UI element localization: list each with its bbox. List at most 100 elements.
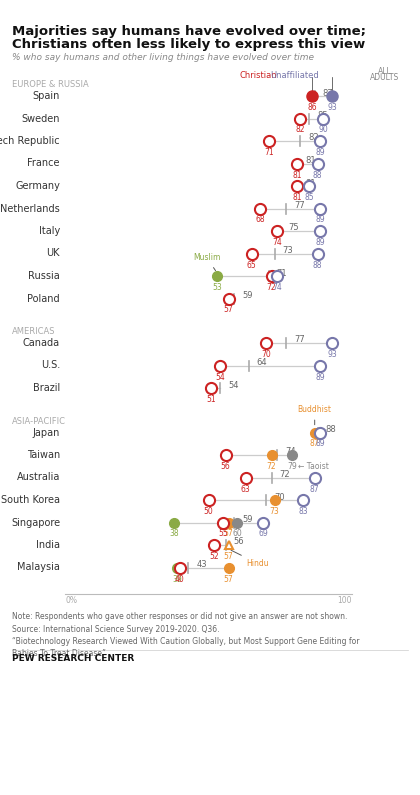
Text: France: France bbox=[27, 158, 60, 169]
Text: Poland: Poland bbox=[27, 293, 60, 304]
Text: AMERICAS: AMERICAS bbox=[12, 327, 55, 336]
Text: PEW RESEARCH CENTER: PEW RESEARCH CENTER bbox=[12, 654, 134, 663]
Text: 38: 38 bbox=[169, 529, 179, 538]
Text: 85: 85 bbox=[304, 193, 314, 202]
Text: 90: 90 bbox=[318, 126, 328, 134]
Text: 89: 89 bbox=[315, 440, 325, 448]
Text: Japan: Japan bbox=[33, 428, 60, 437]
Text: 65: 65 bbox=[247, 261, 257, 270]
Text: 81: 81 bbox=[305, 156, 316, 165]
Text: 77: 77 bbox=[294, 201, 305, 210]
Text: 51: 51 bbox=[207, 395, 216, 404]
Text: Hindu: Hindu bbox=[231, 550, 269, 568]
Text: 68: 68 bbox=[255, 215, 265, 224]
Text: 0%: 0% bbox=[65, 596, 77, 605]
Text: 40: 40 bbox=[175, 575, 185, 584]
Text: Czech Republic: Czech Republic bbox=[0, 136, 60, 146]
Text: 69: 69 bbox=[258, 529, 268, 538]
Text: India: India bbox=[36, 540, 60, 550]
Text: 93: 93 bbox=[327, 350, 337, 359]
Text: Taiwan: Taiwan bbox=[27, 450, 60, 460]
Text: 57: 57 bbox=[224, 305, 234, 315]
Text: 70: 70 bbox=[274, 492, 284, 502]
Text: 100: 100 bbox=[338, 596, 352, 605]
Text: Majorities say humans have evolved over time;: Majorities say humans have evolved over … bbox=[12, 25, 366, 38]
Text: 74: 74 bbox=[273, 283, 282, 292]
Text: 73: 73 bbox=[283, 246, 293, 255]
Text: 53: 53 bbox=[212, 283, 222, 292]
Text: 75: 75 bbox=[288, 223, 299, 232]
Text: UK: UK bbox=[47, 249, 60, 258]
Text: % who say humans and other living things have evolved over time: % who say humans and other living things… bbox=[12, 53, 314, 62]
Text: Muslim: Muslim bbox=[194, 254, 221, 270]
Text: 72: 72 bbox=[267, 462, 276, 471]
Text: 81: 81 bbox=[305, 179, 316, 188]
Text: Singapore: Singapore bbox=[11, 518, 60, 528]
Text: 88: 88 bbox=[313, 170, 322, 180]
Text: Christian: Christian bbox=[239, 71, 277, 80]
Text: U.S.: U.S. bbox=[41, 360, 60, 370]
Text: Spain: Spain bbox=[33, 91, 60, 101]
Text: 57: 57 bbox=[224, 552, 234, 561]
Text: South Korea: South Korea bbox=[1, 495, 60, 505]
Text: 72: 72 bbox=[267, 283, 276, 292]
Text: 88: 88 bbox=[326, 425, 336, 434]
Text: 50: 50 bbox=[204, 507, 213, 516]
Text: 77: 77 bbox=[294, 335, 305, 344]
Text: 57: 57 bbox=[224, 575, 234, 584]
Text: 57: 57 bbox=[224, 529, 234, 538]
Text: Netherlands: Netherlands bbox=[0, 204, 60, 214]
Text: 82: 82 bbox=[308, 134, 319, 142]
Text: 70: 70 bbox=[261, 350, 271, 359]
Text: Canada: Canada bbox=[23, 338, 60, 348]
Text: 79: 79 bbox=[287, 462, 297, 471]
Text: 56: 56 bbox=[221, 462, 231, 471]
Text: Australia: Australia bbox=[17, 472, 60, 483]
Text: 71: 71 bbox=[277, 269, 287, 277]
Text: 89: 89 bbox=[315, 148, 325, 157]
Text: EUROPE & RUSSIA: EUROPE & RUSSIA bbox=[12, 80, 89, 89]
Text: Buddhist: Buddhist bbox=[298, 405, 332, 425]
Text: 74: 74 bbox=[273, 238, 282, 247]
Text: 56: 56 bbox=[234, 537, 244, 546]
Text: 87: 87 bbox=[323, 88, 333, 98]
Text: 54: 54 bbox=[228, 381, 239, 390]
Text: 89: 89 bbox=[315, 373, 325, 382]
Text: 60: 60 bbox=[232, 529, 242, 538]
Text: 63: 63 bbox=[241, 484, 251, 494]
Text: 74: 74 bbox=[285, 448, 296, 456]
Text: Christians often less likely to express this view: Christians often less likely to express … bbox=[12, 38, 365, 51]
Text: 55: 55 bbox=[218, 529, 228, 538]
Text: 59: 59 bbox=[242, 291, 253, 300]
Text: 52: 52 bbox=[210, 552, 219, 561]
Text: Italy: Italy bbox=[39, 226, 60, 236]
Text: 64: 64 bbox=[257, 358, 267, 367]
Text: ← Taoist: ← Taoist bbox=[298, 462, 328, 471]
Text: 72: 72 bbox=[280, 470, 290, 479]
Text: ASIA-PACIFIC: ASIA-PACIFIC bbox=[12, 417, 66, 425]
Text: ADULTS: ADULTS bbox=[370, 73, 399, 82]
Text: 59: 59 bbox=[242, 515, 253, 524]
Text: 87: 87 bbox=[310, 440, 320, 448]
Text: 81: 81 bbox=[293, 170, 302, 180]
Text: ALL: ALL bbox=[378, 67, 392, 76]
Text: 81: 81 bbox=[293, 193, 302, 202]
Text: Malaysia: Malaysia bbox=[17, 563, 60, 572]
Text: 73: 73 bbox=[270, 507, 279, 516]
Text: Russia: Russia bbox=[28, 271, 60, 281]
Text: 83: 83 bbox=[298, 507, 308, 516]
Text: Germany: Germany bbox=[15, 181, 60, 191]
Text: 93: 93 bbox=[327, 103, 337, 112]
Text: 54: 54 bbox=[215, 373, 225, 382]
Text: 87: 87 bbox=[310, 484, 320, 494]
Text: 85: 85 bbox=[317, 111, 328, 120]
Text: 43: 43 bbox=[197, 560, 207, 569]
Text: Unaffiliated: Unaffiliated bbox=[270, 71, 319, 80]
Text: Sweden: Sweden bbox=[21, 114, 60, 123]
Text: Brazil: Brazil bbox=[33, 383, 60, 393]
Text: 89: 89 bbox=[315, 215, 325, 224]
Text: 86: 86 bbox=[307, 103, 317, 112]
Text: 88: 88 bbox=[313, 261, 322, 270]
Text: 82: 82 bbox=[296, 126, 305, 134]
Text: 39: 39 bbox=[172, 575, 182, 584]
